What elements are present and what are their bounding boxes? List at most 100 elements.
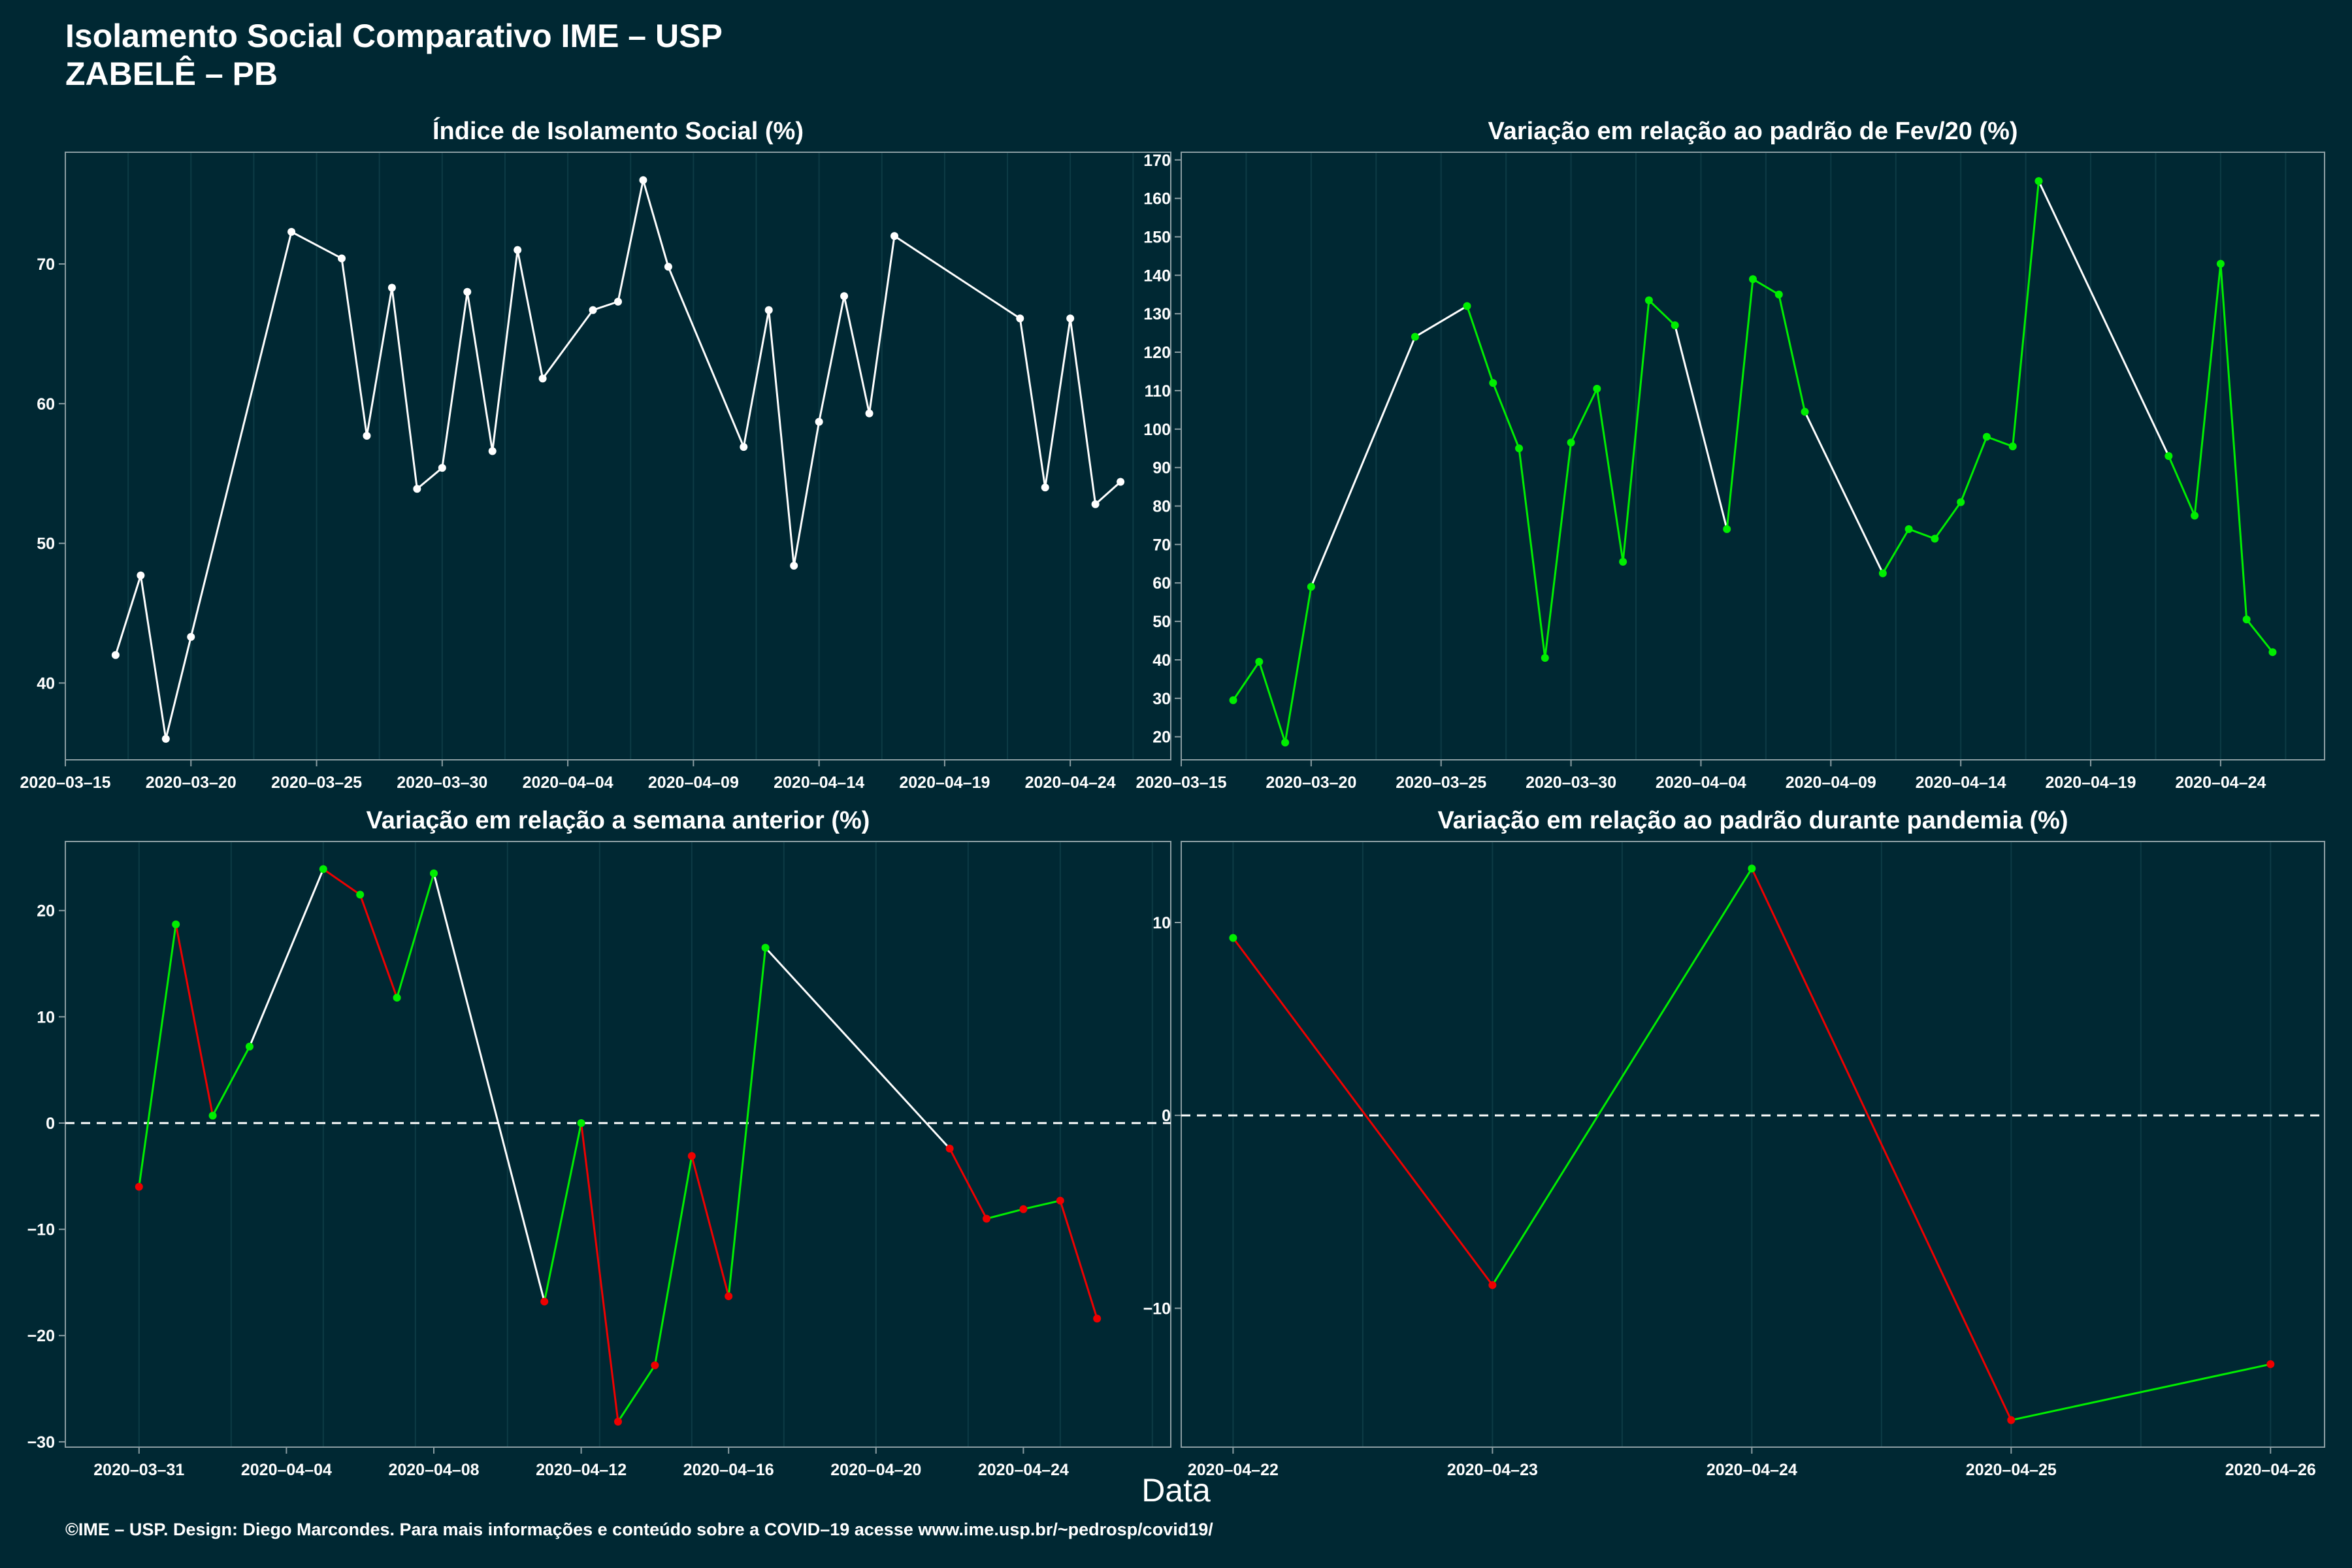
page-title: Isolamento Social Comparativo IME – USP … <box>65 17 723 93</box>
x-tick-label: 2020–03–20 <box>1266 774 1356 792</box>
data-point: 2020-04-03: 7.2 <box>246 1042 253 1051</box>
series-segment <box>1804 411 1884 574</box>
series-segment <box>1674 325 1728 530</box>
series-segment <box>1094 481 1122 505</box>
x-tick-label: 2020–04–08 <box>388 1461 479 1479</box>
data-point: 2020-03-24: 124 <box>1411 333 1419 341</box>
series-segment <box>768 310 795 566</box>
y-tick-label: 50 <box>37 535 55 553</box>
data-point: 2020-04-25: -15.8 <box>2007 1416 2016 1424</box>
y-tick-label: 0 <box>1162 1107 1171 1125</box>
x-tick-label: 2020–04–04 <box>523 774 613 792</box>
series-segment <box>868 236 896 414</box>
chart-panel-2: Variação em relação ao padrão de Fev/20 … <box>1135 118 2325 792</box>
series-segment <box>1959 436 1988 503</box>
data-point: 2020-04-14: -22.8 <box>651 1361 659 1369</box>
series-segment <box>1750 868 2012 1421</box>
y-tick-label: 80 <box>1152 498 1171 516</box>
x-tick-label: 2020–04–24 <box>1025 774 1116 792</box>
series-segment <box>986 1208 1024 1220</box>
data-point: 2020-04-15: 67.7 <box>840 292 849 301</box>
series-segment <box>617 180 644 302</box>
series-segment <box>466 291 494 451</box>
y-tick-label: 60 <box>1152 574 1171 593</box>
series-segment <box>2038 180 2170 457</box>
chart-panel-3: Variação em relação a semana anterior (%… <box>27 807 1171 1479</box>
series-segment <box>291 231 342 259</box>
series-segment <box>580 1122 619 1422</box>
data-point: 2020-03-18: 39.5 <box>1255 657 1264 666</box>
chart-panel-1: Índice de Isolamento Social (%) 40 50 60 70 2… <box>20 116 1171 792</box>
data-point: 2020-03-27: 57.7 <box>363 432 371 440</box>
series-segment <box>139 575 167 740</box>
data-point: 2020-04-23: 77.5 <box>2191 512 2199 520</box>
series-segment <box>1725 279 1754 529</box>
series-segment <box>843 295 871 414</box>
series-segment <box>1023 1200 1061 1211</box>
title-line-1: Isolamento Social Comparativo IME – USP <box>65 18 723 54</box>
data-point: 2020-04-13: 71.5 <box>1931 534 1939 543</box>
data-point: 2020-04-14: 81 <box>1957 498 1965 506</box>
series-segment <box>1622 300 1650 563</box>
data-point: 2020-04-12: 74 <box>1904 525 1913 533</box>
x-tick-label: 2020–04–09 <box>648 774 739 792</box>
series-segment <box>2219 263 2248 620</box>
data-point: 2020-04-07: 135 <box>1774 290 1783 299</box>
data-point: 2020-04-11: -16.8 <box>540 1298 549 1306</box>
x-tick-label: 2020–04–19 <box>899 774 990 792</box>
data-point: 2020-04-26: -18.4 <box>1093 1315 1102 1323</box>
x-tick-label: 2020–03–25 <box>1396 774 1486 792</box>
data-point: 2020-04-24: 143 <box>2216 259 2225 268</box>
data-point: 2020-03-20: 59 <box>1307 583 1315 591</box>
series-segment <box>1934 501 1962 540</box>
x-tick-label: 2020–03–31 <box>93 1461 184 1479</box>
series-segment <box>949 1148 988 1220</box>
data-point: 2020-04-03: 127 <box>1671 321 1679 329</box>
series-segment <box>359 894 399 998</box>
data-point: 2020-04-05: 74 <box>1723 525 1731 533</box>
series-segment <box>2012 180 2040 447</box>
series-segment <box>1232 661 1260 701</box>
x-tick-label: 2020–04–12 <box>536 1461 627 1479</box>
data-point: 2020-04-13: -28.1 <box>614 1417 622 1426</box>
series-segment <box>1492 868 1753 1286</box>
data-point: 2020-03-29: 53.9 <box>413 485 421 493</box>
data-point: 2020-04-25: 52.8 <box>1091 500 1100 508</box>
plot-frame <box>1181 152 2325 760</box>
series-segment <box>1466 305 1494 384</box>
series-segment <box>1986 436 2014 448</box>
plot-frame <box>1181 841 2325 1448</box>
data-point: 2020-03-28: 68.3 <box>387 284 396 292</box>
data-point: 2020-04-02: 133.5 <box>1644 296 1653 304</box>
y-tick-label: 170 <box>1143 152 1171 170</box>
y-tick-label: 160 <box>1143 190 1171 208</box>
x-tick-label: 2020–04–14 <box>774 774 864 792</box>
series-segment <box>764 947 951 1150</box>
data-point: 2020-03-24: 72.3 <box>287 227 296 236</box>
x-tick-label: 2020–04–24 <box>2175 774 2266 792</box>
y-tick-label: 120 <box>1143 344 1171 362</box>
y-tick-label: 60 <box>37 395 55 414</box>
data-point: 2020-03-30: 55.4 <box>438 464 446 472</box>
x-tick-label: 2020–04–23 <box>1447 1461 1538 1479</box>
data-point: 2020-04-11: 62.5 <box>1878 569 1887 578</box>
x-tick-label: 2020–04–22 <box>1188 1461 1279 1479</box>
x-tick-label: 2020–04–24 <box>1707 1461 1797 1479</box>
series-segment <box>212 1046 251 1117</box>
plot-frame <box>65 152 1171 760</box>
series-segment <box>691 1156 730 1297</box>
y-tick-label: 50 <box>1152 613 1171 631</box>
data-point: 2020-04-06: 139 <box>1749 275 1757 284</box>
x-tick-label: 2020–03–20 <box>146 774 237 792</box>
data-point: 2020-03-29: 40.5 <box>1541 654 1549 662</box>
series-segment <box>248 868 325 1047</box>
y-tick-label: −30 <box>27 1433 55 1452</box>
data-point: 2020-04-08: 23.5 <box>430 869 438 877</box>
x-tick-label: 2020–04–04 <box>1656 774 1746 792</box>
series-segment <box>1258 661 1286 743</box>
data-point: 2020-04-16: 95.5 <box>2008 442 2017 451</box>
data-point: 2020-04-16: -16.3 <box>725 1292 733 1301</box>
data-point: 2020-04-25: -7.3 <box>1056 1196 1064 1205</box>
title-line-2: ZABELÊ – PB <box>65 56 278 92</box>
data-point: 2020-04-07: 76 <box>639 176 647 184</box>
